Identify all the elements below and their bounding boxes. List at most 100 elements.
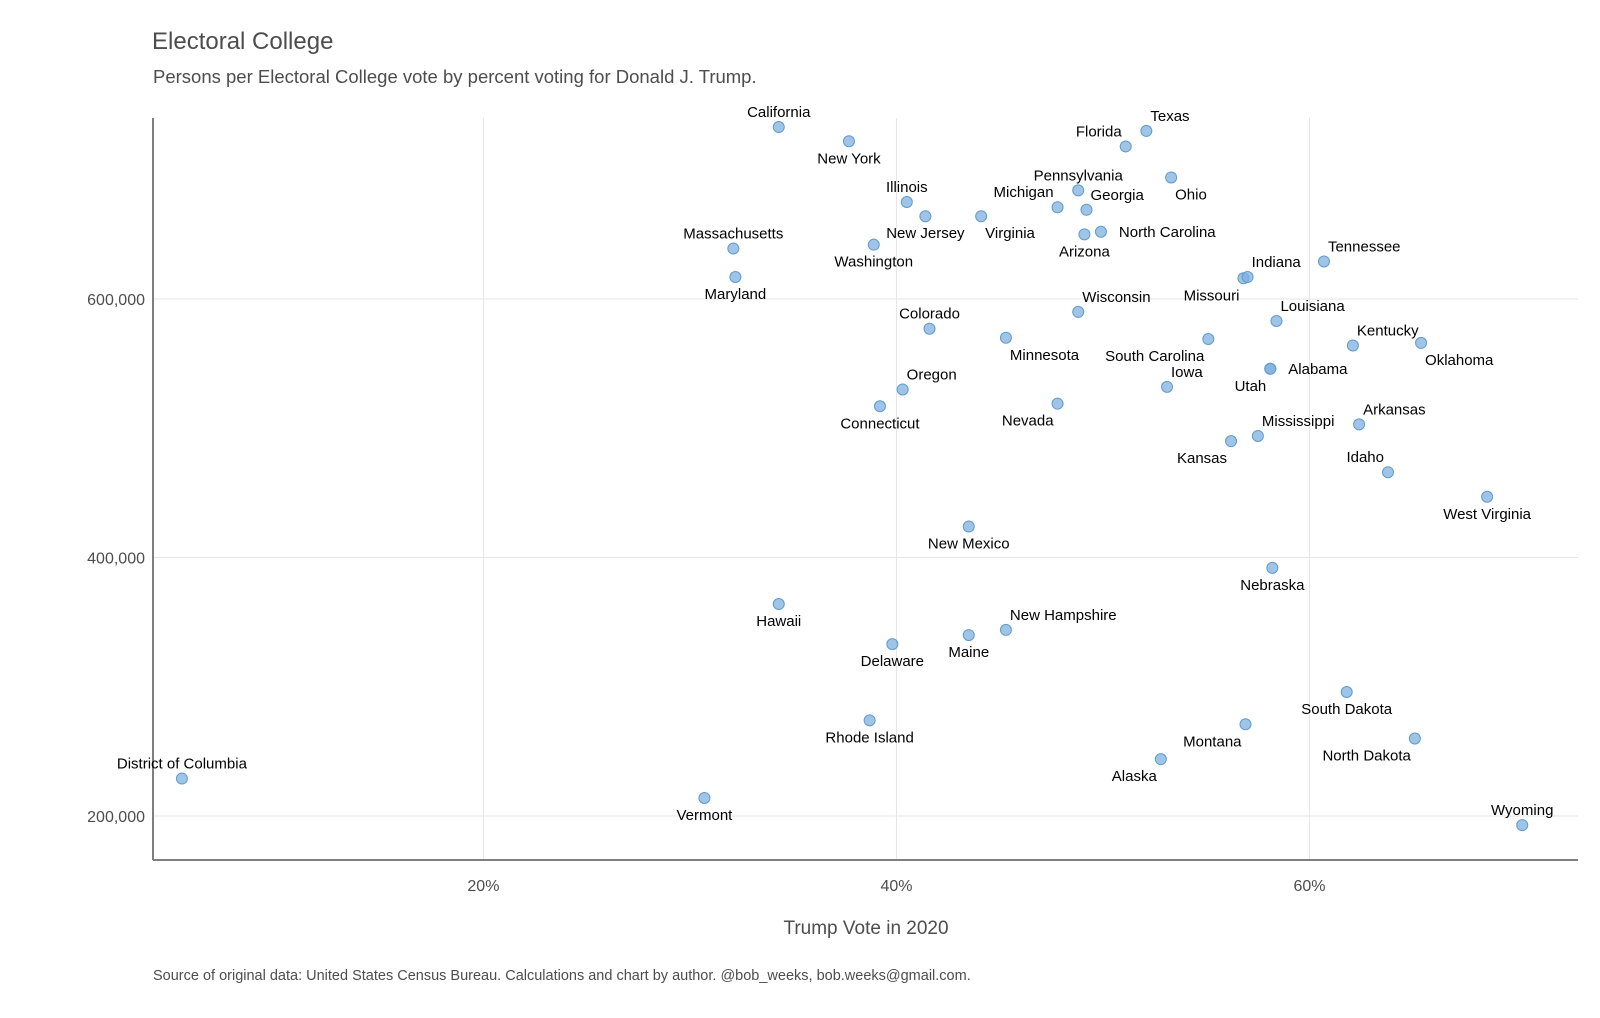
data-point	[1241, 271, 1254, 283]
chart-subtitle: Persons per Electoral College vote by pe…	[153, 66, 757, 87]
data-point	[1239, 718, 1252, 731]
data-point	[975, 210, 988, 223]
data-point	[1382, 466, 1394, 479]
data-point	[1094, 225, 1107, 238]
point-label: Nebraska	[1240, 577, 1305, 594]
axis-ticks: 20% 40% 60% 200,000 400,000 600,000	[87, 292, 1325, 895]
data-point	[842, 135, 855, 148]
point-label: Washington	[834, 254, 913, 271]
data-point	[962, 629, 975, 642]
data-point	[1225, 435, 1238, 448]
data-point	[1264, 362, 1277, 375]
point-label: Alaska	[1112, 768, 1158, 785]
point-label: Idaho	[1346, 449, 1384, 466]
point-label: Florida	[1076, 123, 1123, 140]
data-point	[1415, 336, 1428, 349]
point-label: Oklahoma	[1425, 352, 1494, 369]
data-point	[863, 714, 876, 727]
point-label: Montana	[1183, 733, 1242, 750]
data-point	[1481, 490, 1494, 503]
data-point	[772, 121, 785, 134]
point-label: South Dakota	[1301, 701, 1393, 718]
data-point	[1408, 732, 1421, 745]
point-label: Alabama	[1288, 361, 1348, 378]
point-label: Arkansas	[1363, 401, 1426, 418]
data-point	[727, 242, 740, 255]
point-label: New Jersey	[886, 225, 965, 242]
data-point	[1270, 314, 1283, 327]
data-point	[1119, 140, 1132, 153]
point-label: Indiana	[1252, 254, 1302, 271]
x-axis-title: Trump Vote in 2020	[783, 918, 948, 939]
y-tick-label: 400,000	[87, 551, 145, 568]
point-label: New York	[817, 150, 881, 167]
point-label: Nevada	[1002, 413, 1054, 430]
point-label: Vermont	[676, 807, 733, 824]
data-point	[1078, 228, 1091, 241]
point-label: California	[747, 104, 811, 121]
data-point	[729, 271, 742, 283]
point-label: Maine	[948, 644, 989, 661]
chart-title: Electoral College	[152, 28, 334, 55]
point-label: Virginia	[985, 225, 1035, 242]
data-point	[1202, 333, 1215, 346]
point-label: District of Columbia	[117, 756, 248, 773]
point-label: Ohio	[1175, 186, 1207, 203]
data-point	[999, 623, 1012, 636]
data-point	[1346, 339, 1359, 352]
data-point	[1051, 201, 1064, 214]
point-label: Utah	[1235, 378, 1267, 395]
data-point	[886, 638, 899, 651]
data-point	[923, 322, 936, 335]
point-label: Illinois	[886, 179, 928, 196]
point-label: Kentucky	[1357, 323, 1419, 340]
point-label: Maryland	[705, 286, 767, 303]
point-label: West Virginia	[1443, 506, 1531, 523]
data-point	[999, 331, 1012, 344]
data-point	[900, 196, 913, 209]
data-point	[1140, 124, 1153, 137]
data-point	[1340, 685, 1353, 698]
data-point	[1251, 430, 1264, 442]
point-label: Michigan	[994, 184, 1054, 201]
point-label: Hawaii	[756, 613, 801, 630]
data-point	[698, 791, 711, 804]
point-label: Delaware	[861, 653, 924, 670]
x-tick-label: 20%	[467, 878, 499, 895]
data-point	[175, 772, 188, 785]
source-caption: Source of original data: United States C…	[153, 968, 971, 984]
data-point	[1072, 305, 1085, 318]
point-label: Massachusetts	[683, 226, 783, 243]
point-label: Pennsylvania	[1034, 167, 1124, 184]
point-label: Missouri	[1184, 287, 1240, 304]
x-tick-label: 40%	[880, 878, 912, 895]
point-label: Iowa	[1171, 364, 1203, 381]
grid-lines	[154, 118, 1578, 859]
data-point	[1317, 255, 1330, 268]
point-label: Minnesota	[1010, 347, 1080, 364]
data-point	[962, 520, 975, 533]
data-labels: District of Columbia Vermont Hawaii Califor…	[117, 104, 1554, 824]
point-label: Kansas	[1177, 450, 1227, 467]
point-label: North Dakota	[1322, 747, 1411, 764]
point-label: Wyoming	[1491, 802, 1553, 819]
data-point	[1165, 171, 1178, 184]
point-label: Arizona	[1059, 243, 1111, 260]
data-point	[867, 238, 880, 251]
data-point	[1072, 184, 1085, 197]
data-point	[1266, 561, 1279, 574]
point-label: Colorado	[899, 306, 960, 323]
data-point	[1051, 397, 1064, 410]
data-point	[1353, 418, 1366, 431]
data-point	[896, 383, 909, 396]
y-tick-label: 600,000	[87, 292, 145, 309]
point-label: New Mexico	[928, 535, 1010, 552]
point-label: Texas	[1150, 108, 1189, 125]
data-point	[873, 400, 886, 413]
data-points	[175, 121, 1529, 832]
x-tick-label: 60%	[1294, 878, 1326, 895]
data-point	[772, 598, 785, 611]
point-label: Oregon	[907, 366, 957, 383]
point-label: South Carolina	[1105, 348, 1205, 365]
